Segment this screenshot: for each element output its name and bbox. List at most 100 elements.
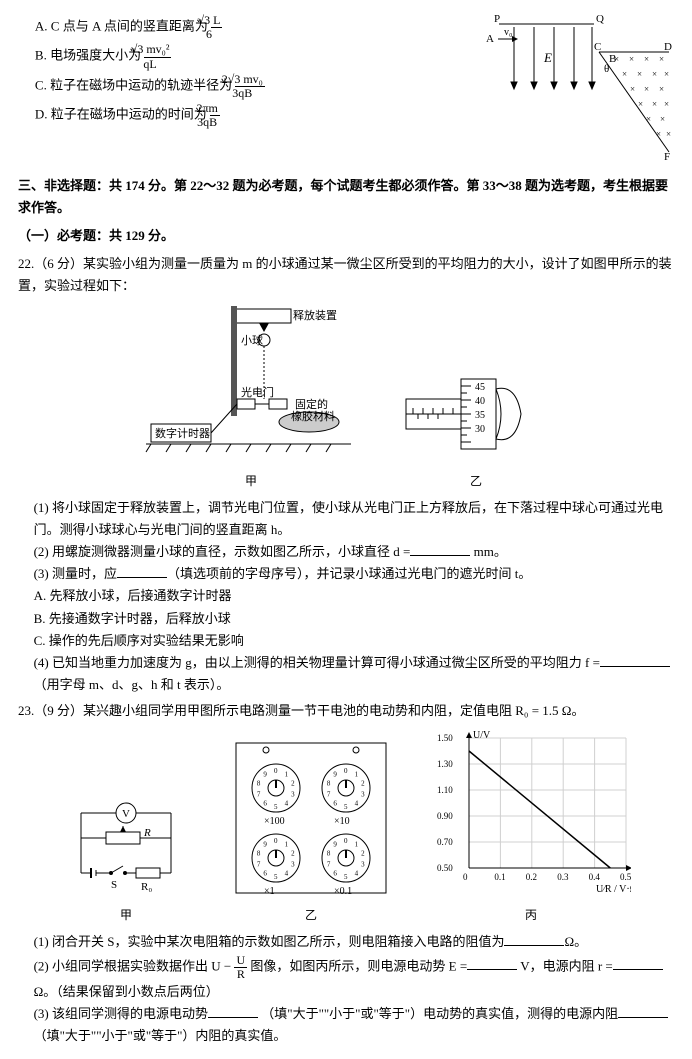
cap-bing: 丙 [431, 905, 631, 925]
lbl-gate: 光电门 [241, 385, 274, 399]
svg-text:6: 6 [263, 870, 267, 878]
svg-text:9: 9 [333, 770, 337, 778]
q23-p2: (2) 小组同学根据实验数据作出 U − UR 图像，如图丙所示，则电源电动势 … [18, 954, 674, 1003]
svg-text:40: 40 [475, 396, 485, 407]
svg-text:4: 4 [285, 870, 289, 878]
cap-jia: 甲 [141, 471, 361, 491]
q21-block: A. C 点与 A 点间的竖直距离为 √3 L6 B. 电场强度大小为 √3 m… [18, 12, 674, 169]
svg-text:0.3: 0.3 [557, 872, 569, 882]
section-3-sub1: （一）必考题：共 129 分。 [18, 225, 674, 247]
svg-text:9: 9 [263, 770, 267, 778]
svg-text:U⁄R / V·Ω⁻¹: U⁄R / V·Ω⁻¹ [596, 884, 631, 895]
svg-text:1: 1 [355, 770, 359, 778]
fig-jia: 释放装置 小球 光电门 固定的 橡胶材料 数字计时器 甲 [141, 304, 361, 491]
optB-text: B. 电场强度大小为 [35, 48, 141, 63]
svg-text:30: 30 [475, 424, 485, 435]
svg-text:2: 2 [361, 849, 365, 857]
blank-E[interactable] [467, 956, 517, 970]
svg-text:×: × [652, 99, 657, 109]
svg-text:6: 6 [333, 800, 337, 808]
svg-text:0: 0 [344, 767, 348, 775]
svg-text:×: × [646, 114, 651, 124]
optA-frac: √3 L6 [211, 14, 222, 41]
svg-text:0.1: 0.1 [494, 872, 505, 882]
svg-text:5: 5 [344, 803, 348, 811]
svg-text:×10: ×10 [334, 816, 350, 827]
svg-text:V: V [122, 808, 130, 820]
blank-R[interactable] [504, 932, 564, 946]
cap-jia2: 甲 [61, 905, 191, 925]
lbl-ball: 小球 [241, 333, 263, 347]
svg-text:9: 9 [263, 840, 267, 848]
opt-C: C. 粒子在磁场中运动的轨迹半径为 2√3 mv₀3qB [18, 73, 484, 100]
cap-yi2: 乙 [231, 905, 391, 925]
svg-text:8: 8 [327, 779, 331, 787]
svg-text:R₀: R₀ [141, 881, 152, 893]
svg-text:0.50: 0.50 [437, 863, 453, 873]
q21-options: A. C 点与 A 点间的竖直距离为 √3 L6 B. 电场强度大小为 √3 m… [18, 12, 484, 169]
svg-text:×100: ×100 [264, 816, 285, 827]
svg-text:1.30: 1.30 [437, 759, 453, 769]
chart-bing: 00.10.20.30.40.50.500.700.901.101.301.50… [431, 728, 631, 925]
blank-r[interactable] [613, 956, 663, 970]
svg-text:×: × [656, 129, 661, 139]
lbl-A: A [486, 33, 494, 45]
lbl-E: E [543, 50, 552, 65]
svg-text:0: 0 [344, 837, 348, 845]
q22-head: 22.（6 分）某实验小组为测量一质量为 m 的小球通过某一微尘区所受到的平均阻… [18, 253, 674, 297]
svg-text:0.2: 0.2 [526, 872, 537, 882]
blank-f[interactable] [600, 653, 670, 667]
svg-text:3: 3 [291, 791, 295, 799]
q23-p1: (1) 闭合开关 S，实验中某次电阻箱的示数如图乙所示，则电阻箱接入电路的阻值为… [18, 931, 674, 953]
svg-text:橡胶材料: 橡胶材料 [291, 409, 335, 423]
svg-text:5: 5 [344, 873, 348, 881]
svg-text:1: 1 [285, 770, 289, 778]
svg-text:2: 2 [291, 779, 295, 787]
svg-text:×: × [614, 54, 619, 64]
svg-text:×0.1: ×0.1 [334, 886, 352, 897]
svg-text:4: 4 [285, 800, 289, 808]
lbl-rubber: 固定的 [295, 397, 328, 411]
svg-text:1: 1 [355, 840, 359, 848]
optA-text: A. C 点与 A 点间的竖直距离为 [35, 19, 208, 34]
optD-frac: 2πm3qB [210, 102, 220, 129]
q22-p3A: A. 先释放小球，后接通数字计时器 [18, 585, 674, 607]
svg-text:×: × [660, 114, 665, 124]
svg-text:3: 3 [361, 791, 365, 799]
optC-text: C. 粒子在磁场中运动的轨迹半径为 [35, 77, 232, 92]
svg-text:5: 5 [274, 803, 278, 811]
opt-B: B. 电场强度大小为 √3 mv₀²qL [18, 43, 484, 70]
lbl-C: C [594, 41, 601, 53]
svg-text:3: 3 [291, 861, 295, 869]
svg-text:4: 4 [355, 870, 359, 878]
blank-r-cmp[interactable] [618, 1004, 668, 1018]
blank-d[interactable] [410, 542, 470, 556]
q23-p3: (3) 该组同学测得的电源电动势 （填"大于""小于"或"等于"）电动势的真实值… [18, 1003, 674, 1047]
cap-yi: 乙 [401, 471, 551, 491]
svg-text:0.70: 0.70 [437, 837, 453, 847]
section-3-title: 三、非选择题：共 174 分。第 22～32 题为必考题，每个试题考生都必须作答… [18, 175, 674, 219]
q22-p3B: B. 先接通数字计时器，后释放小球 [18, 608, 674, 630]
svg-text:R: R [143, 827, 151, 839]
q22-p2: (2) 用螺旋测微器测量小球的直径，示数如图乙所示，小球直径 d = mm。 [18, 541, 674, 563]
resistance-box-yi: 0123456789×1000123456789×100123456789×10… [231, 738, 391, 925]
q22-p1: (1) 将小球固定于释放装置上，调节光电门位置，使小球从光电门正上方释放后，在下… [18, 497, 674, 541]
circuit-jia: V R S R₀ 甲 [61, 798, 191, 925]
svg-text:U/V: U/V [473, 730, 491, 741]
q22-figures: 释放装置 小球 光电门 固定的 橡胶材料 数字计时器 甲 [18, 304, 674, 491]
svg-text:×: × [637, 69, 642, 79]
blank-order[interactable] [117, 564, 167, 578]
svg-text:×: × [644, 54, 649, 64]
svg-text:7: 7 [257, 791, 261, 799]
optC-frac: 2√3 mv₀3qB [235, 73, 265, 100]
blank-emf-cmp[interactable] [208, 1004, 258, 1018]
svg-text:6: 6 [263, 800, 267, 808]
lbl-v0: v₀ [504, 27, 513, 38]
svg-text:×: × [659, 84, 664, 94]
svg-text:4: 4 [355, 800, 359, 808]
q22-p4: (4) 已知当地重力加速度为 g，由以上测得的相关物理量计算可得小球通过微尘区所… [18, 652, 674, 696]
q23-head: 23.（9 分）某兴趣小组同学用甲图所示电路测量一节干电池的电动势和内阻，定值电… [18, 700, 674, 722]
svg-text:×: × [666, 129, 671, 139]
svg-text:×: × [644, 84, 649, 94]
svg-text:0.90: 0.90 [437, 811, 453, 821]
